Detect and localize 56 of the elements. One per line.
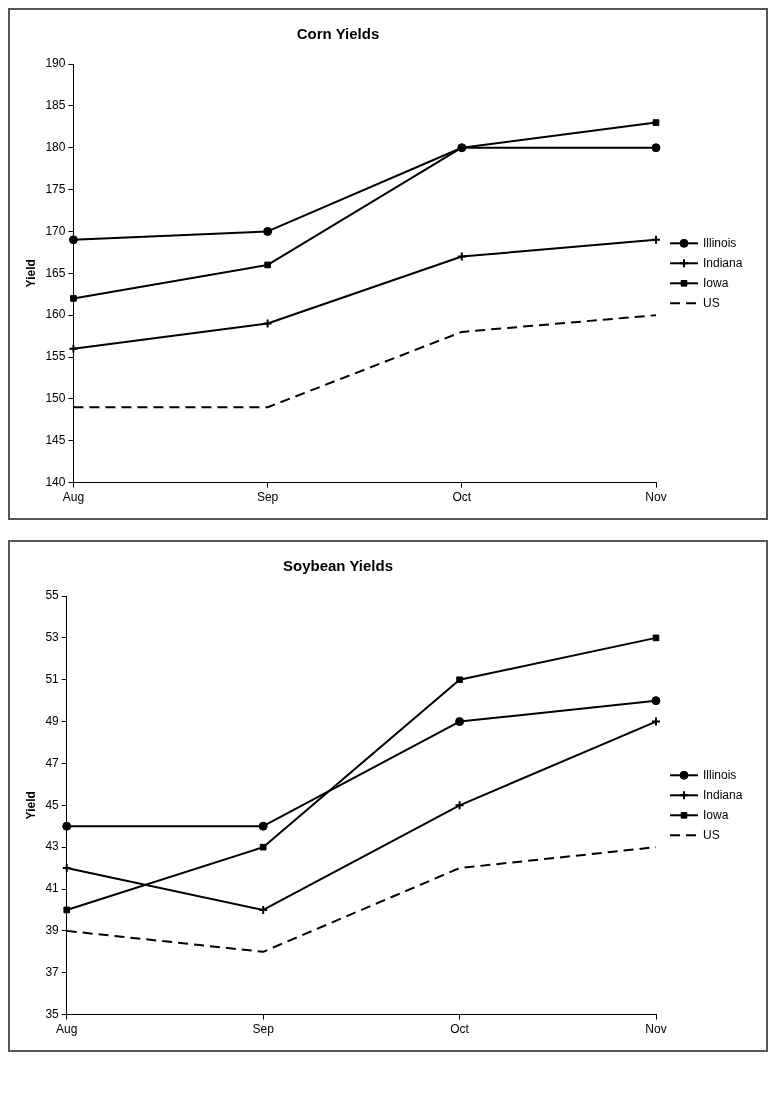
- y-tick-label: 43: [45, 839, 60, 854]
- y-tick-label: 170: [45, 223, 66, 238]
- y-tick-label: 175: [45, 181, 66, 196]
- y-tick-label: 185: [45, 98, 66, 113]
- point: [70, 295, 77, 302]
- x-tick-label: Nov: [645, 490, 667, 505]
- point: [456, 676, 463, 684]
- y-tick-label: 165: [45, 265, 66, 280]
- legend-label: Indiana: [703, 255, 743, 270]
- y-tick-label: 37: [45, 965, 60, 980]
- legend-label: Illinois: [703, 767, 737, 782]
- y-tick-label: 49: [45, 713, 60, 728]
- point: [455, 717, 465, 727]
- point: [62, 821, 72, 831]
- y-tick-label: 53: [45, 630, 60, 645]
- point: [652, 119, 660, 126]
- point: [259, 843, 267, 851]
- point: [68, 235, 78, 245]
- legend-label: Illinois: [703, 235, 737, 250]
- chart-title: Soybean Yields: [282, 557, 394, 575]
- x-tick-label: Aug: [56, 1022, 78, 1037]
- y-tick-label: 150: [45, 391, 66, 406]
- legend-label: Iowa: [703, 275, 729, 290]
- y-axis-title: Yield: [23, 259, 38, 288]
- y-tick-label: 190: [45, 56, 66, 71]
- point: [651, 696, 661, 706]
- point: [258, 821, 268, 831]
- point: [264, 261, 271, 269]
- y-tick-label: 51: [45, 672, 60, 687]
- y-tick-label: 140: [45, 474, 66, 489]
- y-tick-label: 47: [45, 755, 60, 770]
- y-tick-label: 155: [45, 349, 66, 364]
- point: [263, 226, 273, 236]
- x-tick-label: Sep: [256, 490, 279, 505]
- chart-title: Corn Yields: [296, 25, 380, 43]
- y-tick-label: 55: [45, 588, 60, 603]
- point: [63, 906, 71, 914]
- y-tick-label: 45: [45, 797, 60, 812]
- y-tick-label: 35: [45, 1006, 60, 1021]
- x-tick-label: Oct: [450, 1022, 470, 1037]
- y-tick-label: 39: [45, 923, 60, 938]
- x-tick-label: Aug: [62, 490, 85, 505]
- y-tick-label: 41: [45, 881, 60, 896]
- point: [651, 143, 661, 153]
- point: [652, 634, 660, 642]
- y-tick-label: 180: [45, 140, 66, 155]
- legend-label: Iowa: [703, 807, 729, 822]
- x-tick-label: Nov: [645, 1022, 667, 1037]
- y-tick-label: 145: [45, 433, 66, 448]
- x-tick-label: Oct: [452, 490, 472, 505]
- y-tick-label: 160: [45, 307, 66, 322]
- legend-label: US: [703, 295, 720, 310]
- x-tick-label: Sep: [252, 1022, 275, 1037]
- legend-label: Indiana: [703, 787, 743, 802]
- legend-label: US: [703, 827, 720, 842]
- y-axis-title: Yield: [23, 791, 38, 820]
